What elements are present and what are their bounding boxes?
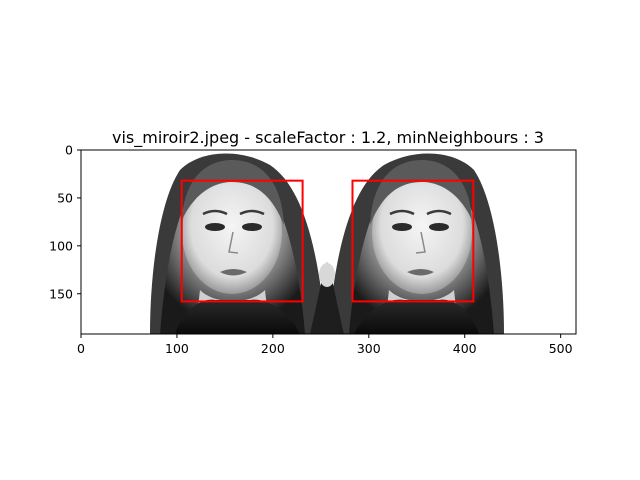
y-tick-label: 150 [49,286,73,301]
x-tick-label: 0 [77,341,85,356]
left-portrait [150,153,326,334]
x-tick-label: 200 [261,341,285,356]
figure-title: vis_miroir2.jpeg - scaleFactor : 1.2, mi… [112,128,544,148]
y-tick-label: 0 [65,143,73,158]
x-tick-label: 100 [165,341,189,356]
y-axis: 0 50 100 150 [49,143,81,301]
x-axis: 0 100 200 300 400 500 [77,334,573,356]
axes-frame [80,149,577,335]
y-tick-label: 100 [49,238,73,253]
y-tick-label: 50 [57,190,73,205]
face-detection-box [180,179,304,303]
x-tick-label: 500 [549,341,573,356]
right-portrait [328,153,504,334]
x-tick-label: 400 [453,341,477,356]
detection-boxes [180,179,475,303]
center-seam [310,262,344,334]
photo-image [81,150,576,334]
face-detection-box [351,179,475,303]
x-tick-label: 300 [357,341,381,356]
